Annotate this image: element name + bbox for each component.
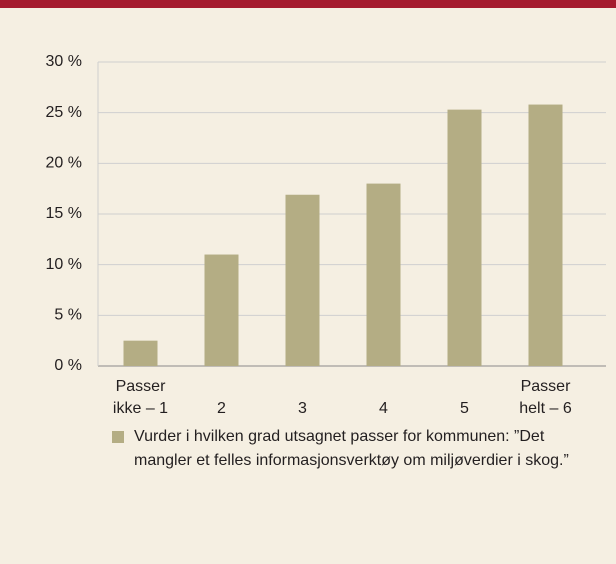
y-tick-label: 10 % — [46, 256, 82, 273]
x-tick-label: 3 — [298, 400, 307, 417]
x-tick-label: Passer helt – 6 — [519, 378, 572, 417]
bar — [204, 254, 239, 366]
x-tick-label: 2 — [217, 400, 226, 417]
bar — [285, 194, 320, 366]
legend: Vurder i hvilken grad utsagnet passer fo… — [112, 425, 592, 473]
y-tick-label: 0 % — [54, 357, 82, 374]
y-tick-label: 30 % — [46, 53, 82, 70]
x-tick-label: 5 — [460, 400, 469, 417]
legend-label: Vurder i hvilken grad utsagnet passer fo… — [134, 428, 569, 469]
bar — [528, 104, 563, 366]
bar — [123, 340, 158, 366]
bar — [366, 183, 401, 366]
x-tick-label: 4 — [379, 400, 388, 417]
y-tick-label: 5 % — [54, 307, 82, 324]
y-tick-label: 15 % — [46, 205, 82, 222]
y-tick-label: 20 % — [46, 155, 82, 172]
top-bar — [0, 0, 616, 8]
bar — [447, 109, 482, 367]
y-tick-label: 25 % — [46, 104, 82, 121]
legend-swatch — [112, 431, 124, 443]
chart: 0 % 5 % 10 % 15 % 20 % 25 % 30 % — [46, 53, 606, 374]
x-tick-label: Passer ikke – 1 — [112, 378, 169, 417]
